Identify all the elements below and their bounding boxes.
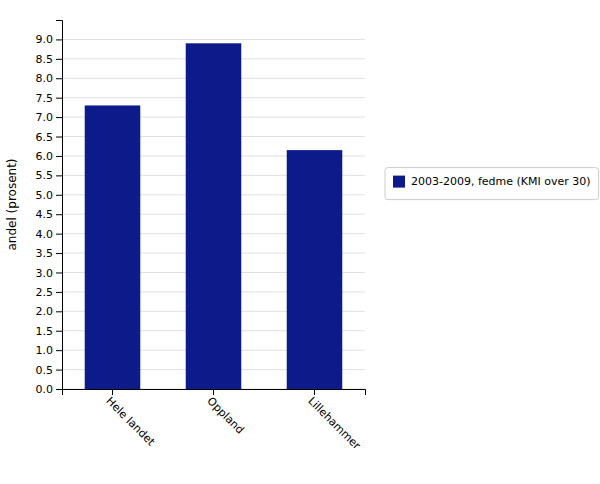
y-tick-label: 6.5: [36, 131, 54, 144]
y-tick-mark: [56, 156, 62, 157]
y-tick-label: 1.0: [36, 344, 54, 357]
y-tick: 2.5: [36, 286, 63, 299]
y-tick: 1.0: [36, 344, 63, 357]
y-tick: 3.0: [36, 266, 63, 279]
y-tick-mark: [56, 311, 62, 312]
y-tick: 0.0: [36, 383, 63, 396]
y-tick-mark: [56, 370, 62, 371]
y-tick-label: 1.5: [36, 325, 54, 338]
y-tick: 8.0: [36, 72, 63, 85]
y-tick-label: 4.0: [36, 228, 54, 241]
legend-frame: [385, 168, 599, 200]
y-tick-label: 5.5: [36, 169, 54, 182]
y-tick-mark: [56, 292, 62, 293]
y-tick-mark: [56, 214, 62, 215]
y-tick-mark: [56, 59, 62, 60]
y-tick-mark: [56, 175, 62, 176]
y-tick-label: 0.5: [36, 364, 54, 377]
y-tick-label: 8.5: [36, 53, 54, 66]
legend-item: 2003-2009, fedme (KMI over 30): [393, 175, 591, 188]
y-tick: 6.0: [36, 150, 63, 163]
y-axis-title: andel (prosent): [5, 158, 19, 250]
y-tick: 2.0: [36, 305, 63, 318]
legend-swatch: [393, 176, 405, 188]
plot: 0.0 0.5 1.0 1.5 2.0 2.5 3.0 3.5 4.0 4.5 5.0 5.5 6.0 6…: [5, 21, 366, 453]
y-tick-label: 2.5: [36, 286, 54, 299]
y-tick-mark: [56, 195, 62, 196]
y-tick-label: 2.0: [36, 305, 54, 318]
y-tick-label: 7.0: [36, 111, 54, 124]
legend: 2003-2009, fedme (KMI over 30): [385, 168, 599, 200]
y-tick-mark: [56, 331, 62, 332]
y-tick-label: 7.5: [36, 92, 54, 105]
y-tick-label: 4.5: [36, 208, 54, 221]
y-tick: 0.5: [36, 364, 63, 377]
y-axis-line: [56, 21, 63, 390]
y-tick: 4.5: [36, 208, 63, 221]
y-tick-mark: [56, 39, 62, 40]
y-tick-mark: [56, 117, 62, 118]
y-tick-label: 6.0: [36, 150, 54, 163]
y-tick: 7.0: [36, 111, 63, 124]
y-tick-mark: [56, 137, 62, 138]
x-axis: Hele landet Oppland Lillehammer: [63, 389, 366, 453]
x-tick-label: Hele landet: [103, 395, 157, 449]
y-tick: 1.5: [36, 325, 63, 338]
y-tick-mark: [56, 350, 62, 351]
y-axis: 0.0 0.5 1.0 1.5 2.0 2.5 3.0 3.5 4.0 4.5 5.0 5.5 6.0 6…: [36, 21, 63, 397]
x-tick-label: Oppland: [204, 395, 246, 437]
y-tick: 7.5: [36, 92, 63, 105]
grid: [62, 39, 365, 389]
x-tick: Lillehammer: [305, 389, 363, 453]
x-tick: Oppland: [204, 389, 246, 437]
y-tick: 5.0: [36, 189, 63, 202]
y-tick-mark: [56, 253, 62, 254]
chart: 0.0 0.5 1.0 1.5 2.0 2.5 3.0 3.5 4.0 4.5 5.0 5.5 6.0 6…: [0, 0, 600, 484]
y-tick: 4.0: [36, 228, 63, 241]
y-tick-mark: [56, 98, 62, 99]
y-tick-mark: [56, 78, 62, 79]
x-tick: Hele landet: [103, 389, 157, 449]
bar: [186, 43, 242, 389]
y-tick-label: 5.0: [36, 189, 54, 202]
bar: [85, 105, 141, 389]
bar: [287, 150, 343, 389]
y-tick-mark: [56, 272, 62, 273]
y-tick-label: 9.0: [36, 33, 54, 46]
y-tick: 5.5: [36, 169, 63, 182]
y-tick-label: 0.0: [36, 383, 54, 396]
y-tick-label: 8.0: [36, 72, 54, 85]
legend-label: 2003-2009, fedme (KMI over 30): [411, 175, 591, 188]
y-tick-mark: [56, 389, 62, 390]
y-tick: 9.0: [36, 33, 63, 46]
bars: [85, 43, 343, 389]
y-tick-label: 3.0: [36, 266, 54, 279]
y-tick: 8.5: [36, 53, 63, 66]
y-tick: 6.5: [36, 131, 63, 144]
y-tick: 3.5: [36, 247, 63, 260]
grid-line: [62, 39, 365, 40]
x-tick-label: Lillehammer: [305, 395, 363, 453]
y-tick-label: 3.5: [36, 247, 54, 260]
y-tick-mark: [56, 234, 62, 235]
